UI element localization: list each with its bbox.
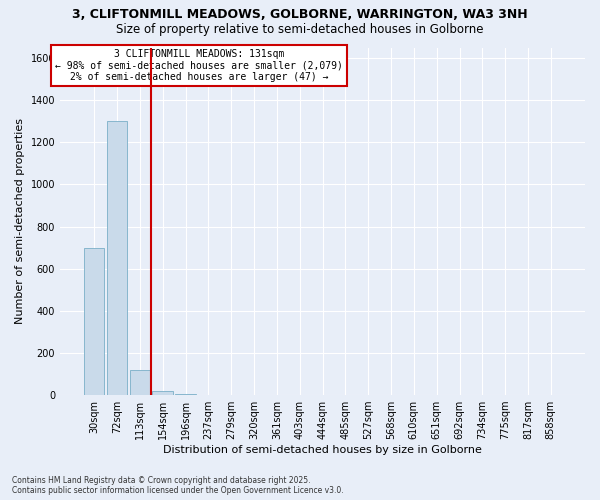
Text: 3 CLIFTONMILL MEADOWS: 131sqm
← 98% of semi-detached houses are smaller (2,079)
: 3 CLIFTONMILL MEADOWS: 131sqm ← 98% of s… xyxy=(55,49,343,82)
Bar xyxy=(84,248,104,395)
Bar xyxy=(130,370,150,395)
Bar xyxy=(175,394,196,395)
Y-axis label: Number of semi-detached properties: Number of semi-detached properties xyxy=(15,118,25,324)
Text: Size of property relative to semi-detached houses in Golborne: Size of property relative to semi-detach… xyxy=(116,22,484,36)
Bar xyxy=(107,121,127,395)
X-axis label: Distribution of semi-detached houses by size in Golborne: Distribution of semi-detached houses by … xyxy=(163,445,482,455)
Text: 3, CLIFTONMILL MEADOWS, GOLBORNE, WARRINGTON, WA3 3NH: 3, CLIFTONMILL MEADOWS, GOLBORNE, WARRIN… xyxy=(72,8,528,20)
Text: Contains HM Land Registry data © Crown copyright and database right 2025.
Contai: Contains HM Land Registry data © Crown c… xyxy=(12,476,344,495)
Bar xyxy=(152,391,173,395)
